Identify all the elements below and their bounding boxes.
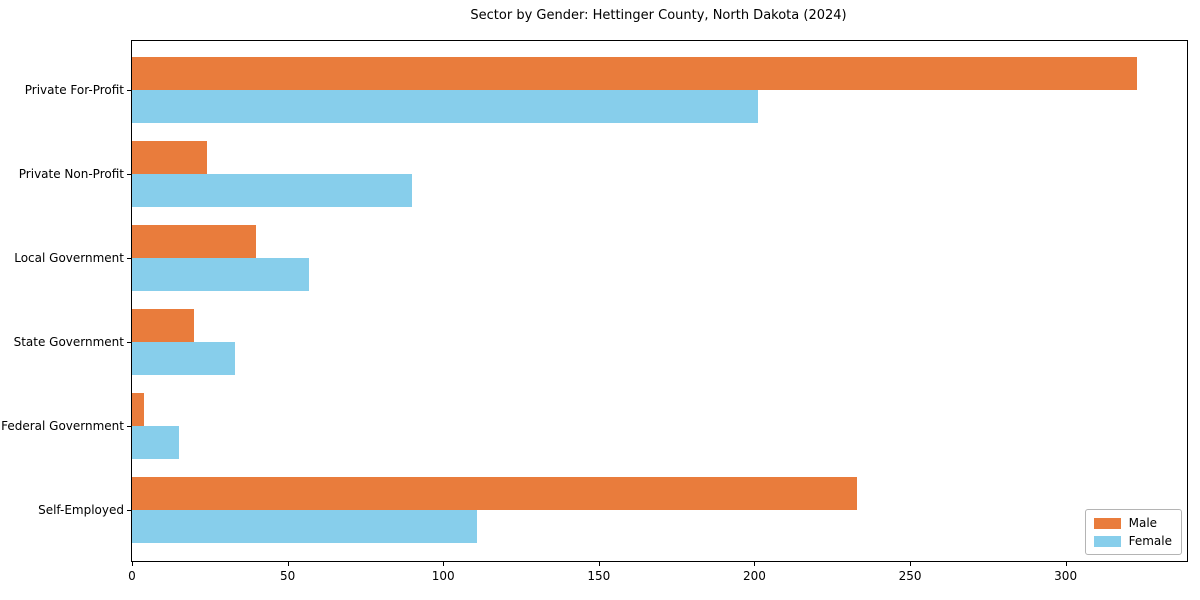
x-tick-label: 50 (279, 569, 296, 583)
bar-male-private-for-profit (132, 57, 1138, 90)
y-tick-mark (127, 90, 132, 91)
x-tick-label: 300 (1054, 569, 1078, 583)
bar-female-private-non-profit (132, 174, 413, 207)
bar-female-federal-government (132, 426, 179, 459)
y-axis-category-label-federal-government: Federal Government (1, 419, 124, 433)
x-tick-mark (754, 562, 756, 566)
y-tick-mark (127, 174, 132, 175)
x-tick-label: 0 (128, 569, 136, 583)
y-axis-category-label-private-non-profit: Private Non-Profit (18, 167, 124, 181)
x-tick-mark (443, 562, 445, 566)
y-axis-category-label-private-for-profit: Private For-Profit (24, 83, 124, 97)
x-tick-label: 150 (587, 569, 611, 583)
x-tick-mark (1065, 562, 1067, 566)
legend-label-male: Male (1128, 516, 1158, 530)
chart-title: Sector by Gender: Hettinger County, Nort… (470, 8, 847, 23)
x-tick-label: 250 (898, 569, 922, 583)
bar-male-self-employed (132, 477, 858, 510)
bar-male-local-government (132, 225, 257, 258)
bar-male-federal-government (132, 393, 145, 426)
y-tick-mark (127, 510, 132, 511)
y-axis-category-label-self-employed: Self-Employed (38, 503, 124, 517)
legend: Male Female (1084, 509, 1182, 555)
legend-swatch-male (1093, 517, 1121, 529)
legend-item-male: Male (1093, 516, 1172, 530)
plot-area: Private For-Profit Private Non-Profit Loca… (1, 40, 1188, 583)
x-tick-mark (910, 562, 912, 566)
bar-male-state-government (132, 309, 195, 342)
x-tick-label: 200 (742, 569, 766, 583)
y-axis-category-label-local-government: Local Government (14, 251, 124, 265)
legend-swatch-female (1093, 535, 1121, 547)
x-tick-mark (132, 562, 133, 566)
bar-male-private-non-profit (132, 141, 207, 174)
x-tick-label: 100 (431, 569, 455, 583)
x-tick-mark (598, 562, 600, 566)
bar-female-self-employed (132, 510, 478, 543)
x-tick-mark (287, 562, 289, 566)
y-tick-mark (127, 258, 132, 259)
legend-label-female: Female (1128, 534, 1172, 548)
bar-female-private-for-profit (132, 90, 758, 123)
y-tick-mark (127, 342, 132, 343)
bar-female-state-government (132, 342, 235, 375)
y-axis-category-label-state-government: State Government (13, 335, 124, 349)
bar-female-local-government (132, 258, 310, 291)
legend-item-female: Female (1093, 534, 1172, 548)
y-tick-mark (127, 426, 132, 427)
